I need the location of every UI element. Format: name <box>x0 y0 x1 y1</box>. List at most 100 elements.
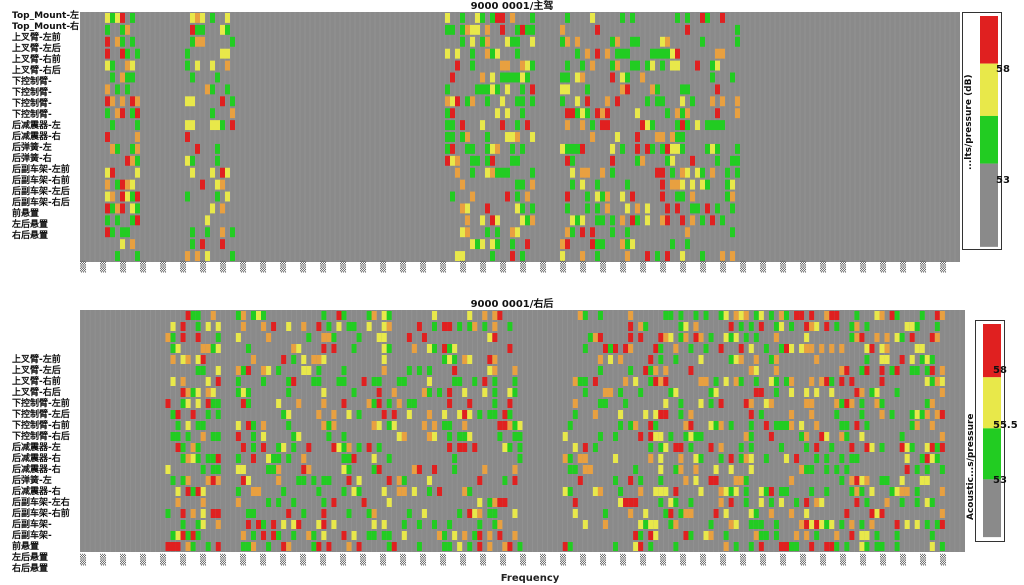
heatmap-cell <box>185 191 190 202</box>
heatmap-cell <box>565 227 570 238</box>
heatmap-cell <box>180 520 186 529</box>
heatmap-cell <box>592 333 598 342</box>
heatmap-cell <box>713 476 719 485</box>
x-tick-blur: ▒ <box>80 555 87 566</box>
heatmap-cell <box>620 13 625 23</box>
heatmap-cell <box>585 48 590 59</box>
heatmap-cell <box>633 498 639 507</box>
heatmap-cell <box>665 36 670 47</box>
heatmap-cell <box>502 421 508 430</box>
heatmap-cell <box>512 432 518 441</box>
heatmap-cell <box>195 24 200 35</box>
heatmap-cell <box>391 388 397 397</box>
heatmap-cell <box>665 108 670 119</box>
heatmap-cell <box>582 454 588 463</box>
row-label: 下控制臂- <box>12 110 52 120</box>
heatmap-cell <box>120 72 125 83</box>
heatmap-cell <box>849 443 855 452</box>
heatmap-cell <box>376 388 382 397</box>
heatmap-cell <box>351 388 357 397</box>
x-tick-blur: ▒ <box>560 555 567 566</box>
heatmap-cell <box>220 24 225 35</box>
heatmap-cell <box>210 465 216 474</box>
heatmap-cell <box>200 13 205 23</box>
heatmap-cell <box>406 410 412 419</box>
row-label: 前悬置 <box>12 542 40 552</box>
heatmap-cell <box>525 24 530 35</box>
heatmap-cell <box>245 388 251 397</box>
heatmap-cell <box>450 143 455 154</box>
heatmap-cell <box>655 96 660 107</box>
heatmap-cell <box>190 167 195 178</box>
heatmap-cell <box>135 167 140 178</box>
heatmap-cell <box>200 465 206 474</box>
heatmap-cell <box>321 311 327 320</box>
heatmap-cell <box>680 215 685 226</box>
heatmap-cell <box>215 366 221 375</box>
heatmap-cell <box>934 443 940 452</box>
heatmap-cell <box>175 487 181 496</box>
heatmap-cell <box>500 60 505 71</box>
heatmap-cell <box>450 108 455 119</box>
heatmap-cell <box>487 366 493 375</box>
heatmap-cell <box>710 60 715 71</box>
heatmap-cell <box>743 454 749 463</box>
heatmap-cell <box>730 179 735 190</box>
heatmap-cell <box>708 443 714 452</box>
heatmap-cell <box>730 251 735 261</box>
heatmap-cell <box>386 399 392 408</box>
heatmap-cell <box>635 143 640 154</box>
x-tick-blur: ▒ <box>180 262 187 273</box>
heatmap-cell <box>678 322 684 331</box>
row-label: 后副车架-左后 <box>12 187 70 197</box>
heatmap-cell <box>575 72 580 83</box>
heatmap-cell <box>125 60 130 71</box>
heatmap-cell <box>110 143 115 154</box>
heatmap-cell <box>371 377 377 386</box>
heatmap-cell <box>675 13 680 23</box>
x-tick-blur: ▒ <box>120 262 127 273</box>
heatmap-cell <box>829 520 835 529</box>
heatmap-cell <box>502 476 508 485</box>
heatmap-cell <box>884 476 890 485</box>
heatmap-cell <box>859 476 865 485</box>
heatmap-cell <box>909 355 915 364</box>
heatmap-cell <box>460 13 465 23</box>
heatmap-cell <box>698 432 704 441</box>
heatmap-cell <box>600 120 605 131</box>
heatmap-cell <box>597 487 603 496</box>
heatmap-cell <box>728 498 734 507</box>
heatmap-cell <box>683 322 689 331</box>
heatmap-cell <box>648 454 654 463</box>
heatmap-cell <box>595 239 600 250</box>
heatmap-cell <box>919 410 925 419</box>
heatmap-cell <box>401 487 407 496</box>
heatmap-cell <box>628 322 634 331</box>
heatmap-cell <box>628 333 634 342</box>
heatmap-cell <box>341 454 347 463</box>
heatmap-cell <box>660 60 665 71</box>
heatmap-cell <box>205 322 211 331</box>
heatmap-cell <box>426 388 432 397</box>
heatmap-cell <box>638 333 644 342</box>
heatmap-cell <box>180 322 186 331</box>
heatmap-cell <box>753 531 759 540</box>
heatmap-cell <box>595 251 600 261</box>
x-tick-blur: ▒ <box>760 262 767 273</box>
heatmap-cell <box>296 432 302 441</box>
heatmap-cell <box>426 410 432 419</box>
heatmap-cell <box>889 311 895 320</box>
heatmap-cell <box>789 344 795 353</box>
heatmap-cell <box>291 520 297 529</box>
heatmap-cell <box>645 143 650 154</box>
heatmap-cell <box>517 542 523 551</box>
heatmap-cell <box>678 454 684 463</box>
heatmap-cell <box>215 509 221 518</box>
heatmap-cell <box>120 227 125 238</box>
heatmap-cell <box>758 388 764 397</box>
heatmap-cell <box>472 531 478 540</box>
heatmap-cell <box>391 410 397 419</box>
heatmap-cell <box>421 388 427 397</box>
heatmap-cell <box>261 443 267 452</box>
heatmap-cell <box>753 520 759 529</box>
